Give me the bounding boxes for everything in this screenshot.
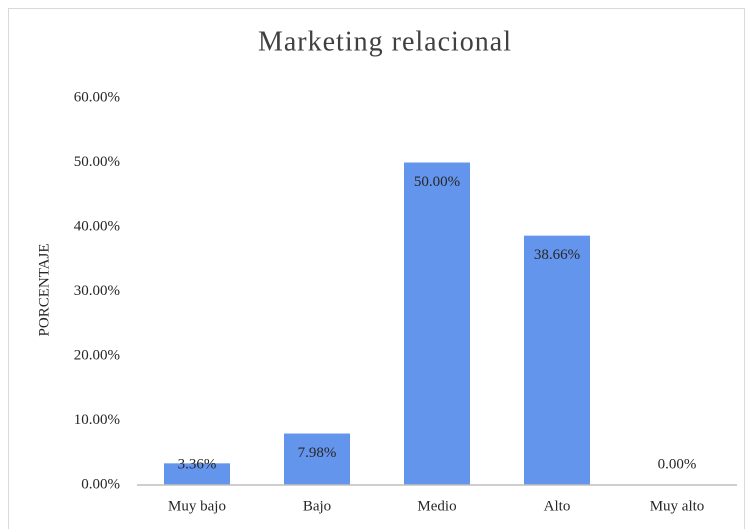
y-tick-label: 40.00% <box>74 218 120 234</box>
x-tick-label: Medio <box>417 498 456 514</box>
bar <box>284 433 350 485</box>
y-tick-label: 50.00% <box>74 154 120 170</box>
data-label: 3.36% <box>178 456 217 472</box>
y-tick-label: 0.00% <box>81 476 120 492</box>
y-tick-label: 20.00% <box>74 347 120 363</box>
bar <box>404 162 470 485</box>
x-tick-label: Muy bajo <box>168 498 226 514</box>
chart-frame <box>8 8 745 529</box>
bar <box>524 235 590 485</box>
data-label: 38.66% <box>534 247 580 263</box>
x-tick-label: Alto <box>544 498 571 514</box>
data-label: 0.00% <box>658 456 697 472</box>
data-label: 50.00% <box>414 174 460 190</box>
data-label: 7.98% <box>298 445 337 461</box>
y-axis-label: PORCENTAJE <box>36 244 52 337</box>
y-tick-label: 30.00% <box>74 283 120 299</box>
x-tick-label: Muy alto <box>650 498 705 514</box>
x-tick-label: Bajo <box>303 498 331 514</box>
y-tick-label: 60.00% <box>74 89 120 105</box>
chart-title: Marketing relacional <box>258 26 512 57</box>
y-tick-label: 10.00% <box>74 412 120 428</box>
bar <box>164 463 230 485</box>
